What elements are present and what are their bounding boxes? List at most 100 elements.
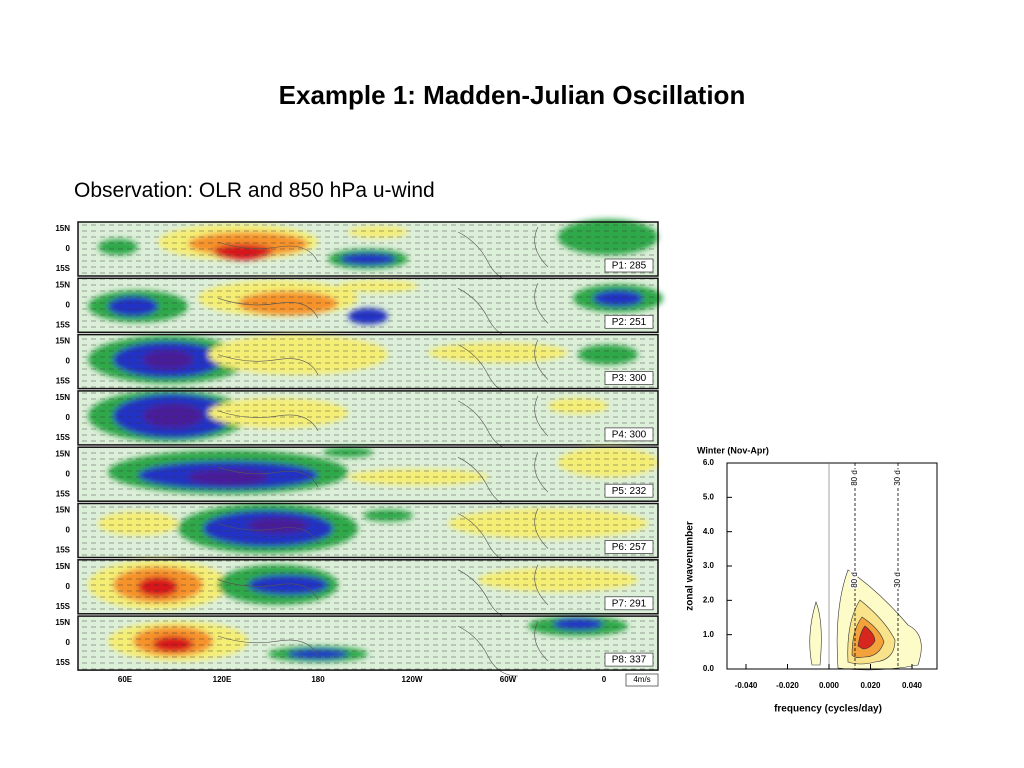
x-tick-label: -0.040	[735, 681, 758, 690]
period-label: 80 d	[850, 470, 859, 486]
wind-vectors	[78, 390, 658, 445]
panel-label: P4: 300	[612, 430, 647, 441]
lat-label: 15N	[55, 562, 70, 571]
panel-label-box	[604, 371, 654, 385]
lat-label: 0	[66, 526, 71, 535]
panel-label-box	[604, 483, 654, 498]
lat-label: 0	[66, 638, 71, 647]
lat-label: 15N	[55, 337, 70, 346]
panel-label-box	[604, 540, 654, 554]
wind-vectors	[78, 559, 658, 614]
lat-label: 0	[66, 582, 71, 591]
lat-label: 15S	[56, 433, 71, 442]
scale-box	[625, 673, 659, 687]
lat-label: 15N	[55, 280, 70, 289]
y-tick-label: 1.0	[703, 630, 715, 639]
lat-label: 15S	[56, 602, 71, 611]
wind-vectors	[78, 447, 658, 502]
panel-frame	[77, 559, 659, 615]
y-tick-label: 4.0	[703, 527, 715, 536]
panel-label: P8: 337	[612, 655, 647, 666]
map-panel: P6: 257 15N 0 15S	[55, 502, 659, 564]
period-label: 80 d	[850, 572, 859, 588]
scale-label: 4m/s	[633, 675, 650, 684]
panel-label-box	[604, 652, 654, 667]
coastline	[217, 620, 549, 677]
panel-frame	[77, 333, 659, 390]
wind-vectors	[78, 503, 658, 558]
wind-vectors	[78, 278, 658, 333]
panel-label-box	[604, 314, 654, 329]
wind-vectors	[78, 334, 658, 389]
lat-label: 15N	[55, 449, 70, 458]
lon-label: 60E	[118, 675, 133, 684]
y-tick-label: 2.0	[703, 595, 715, 604]
lat-label: 15S	[56, 546, 71, 555]
map-panel: P3: 300 15N 0 15S	[55, 333, 659, 395]
map-panel: P8: 337 15N 0 15S	[55, 615, 659, 677]
lat-label: 15S	[56, 658, 71, 667]
period-label: 30 d	[893, 572, 902, 588]
panel-label: P3: 300	[612, 373, 647, 384]
y-tick-label: 5.0	[703, 492, 715, 501]
slide-title: Example 1: Madden-Julian Oscillation	[278, 80, 746, 110]
power-contours	[809, 569, 922, 671]
lon-label: 60W	[500, 675, 517, 684]
map-panel: P7: 291 15N 0 15S	[55, 559, 659, 621]
x-tick-label: 0.040	[902, 681, 923, 690]
panel-label-box	[604, 427, 654, 442]
y-axis-label: zonal wavenumber	[685, 521, 696, 611]
lat-label: 0	[66, 357, 71, 366]
panel-frame	[77, 502, 659, 559]
lon-label: 180	[311, 675, 325, 684]
panel-label: P6: 257	[612, 542, 647, 553]
y-tick-label: 3.0	[703, 561, 715, 570]
x-axis-label: frequency (cycles/day)	[774, 704, 882, 715]
x-tick-label: 0.000	[819, 681, 840, 690]
lat-label: 15N	[55, 224, 70, 233]
lat-label: 0	[66, 300, 71, 309]
x-tick-label: 0.020	[860, 681, 881, 690]
lat-label: 0	[66, 469, 71, 478]
lat-label: 15S	[56, 489, 71, 498]
lon-label: 120E	[213, 675, 232, 684]
panel-frame	[77, 615, 659, 671]
map-panel: P5: 232 15N 0 15S	[55, 446, 659, 508]
panel-frame	[77, 277, 659, 334]
lat-label: 15N	[55, 393, 70, 402]
lat-label: 15N	[55, 618, 70, 627]
contour	[857, 625, 876, 650]
lat-label: 15S	[56, 377, 71, 386]
panel-frame	[77, 446, 659, 502]
panel-label: P1: 285	[612, 261, 647, 272]
wind-vectors	[78, 616, 658, 671]
panel-label: P7: 291	[612, 598, 647, 609]
panel-label: P2: 251	[612, 317, 647, 328]
spectrum-plot: 80 d 80 d 30 d 30 d -0.040 -0.020 0.000 0.020 0.…	[685, 445, 938, 715]
wind-vectors	[78, 222, 658, 276]
panel-label: P5: 232	[612, 486, 647, 497]
y-tick-label: 6.0	[703, 458, 715, 467]
lon-label: 120W	[402, 675, 423, 684]
map-panel: P2: 251 15N 0 15S	[55, 277, 663, 339]
y-tick-label: 0.0	[703, 664, 715, 673]
panel-frame	[77, 390, 659, 446]
map-panel: P4: 300 15N 0 15S	[55, 389, 659, 452]
panel-label-box	[604, 596, 654, 611]
panel-frame	[77, 221, 659, 277]
contour	[809, 601, 822, 666]
period-label: 30 d	[893, 470, 902, 486]
lat-label: 15S	[56, 320, 71, 329]
map-panel: P1: 285 15N 0 15S	[55, 219, 659, 283]
spectrum-title: Winter (Nov-Apr)	[697, 445, 769, 455]
lat-label: 15S	[56, 264, 71, 273]
lon-label: 0	[602, 675, 607, 684]
lat-label: 0	[66, 413, 71, 422]
slide-subtitle: Observation: OLR and 850 hPa u-wind	[74, 179, 435, 202]
lat-label: 0	[66, 244, 71, 253]
lat-label: 15N	[55, 506, 70, 515]
panel-label-box	[604, 258, 654, 273]
x-tick-label: -0.020	[776, 681, 799, 690]
